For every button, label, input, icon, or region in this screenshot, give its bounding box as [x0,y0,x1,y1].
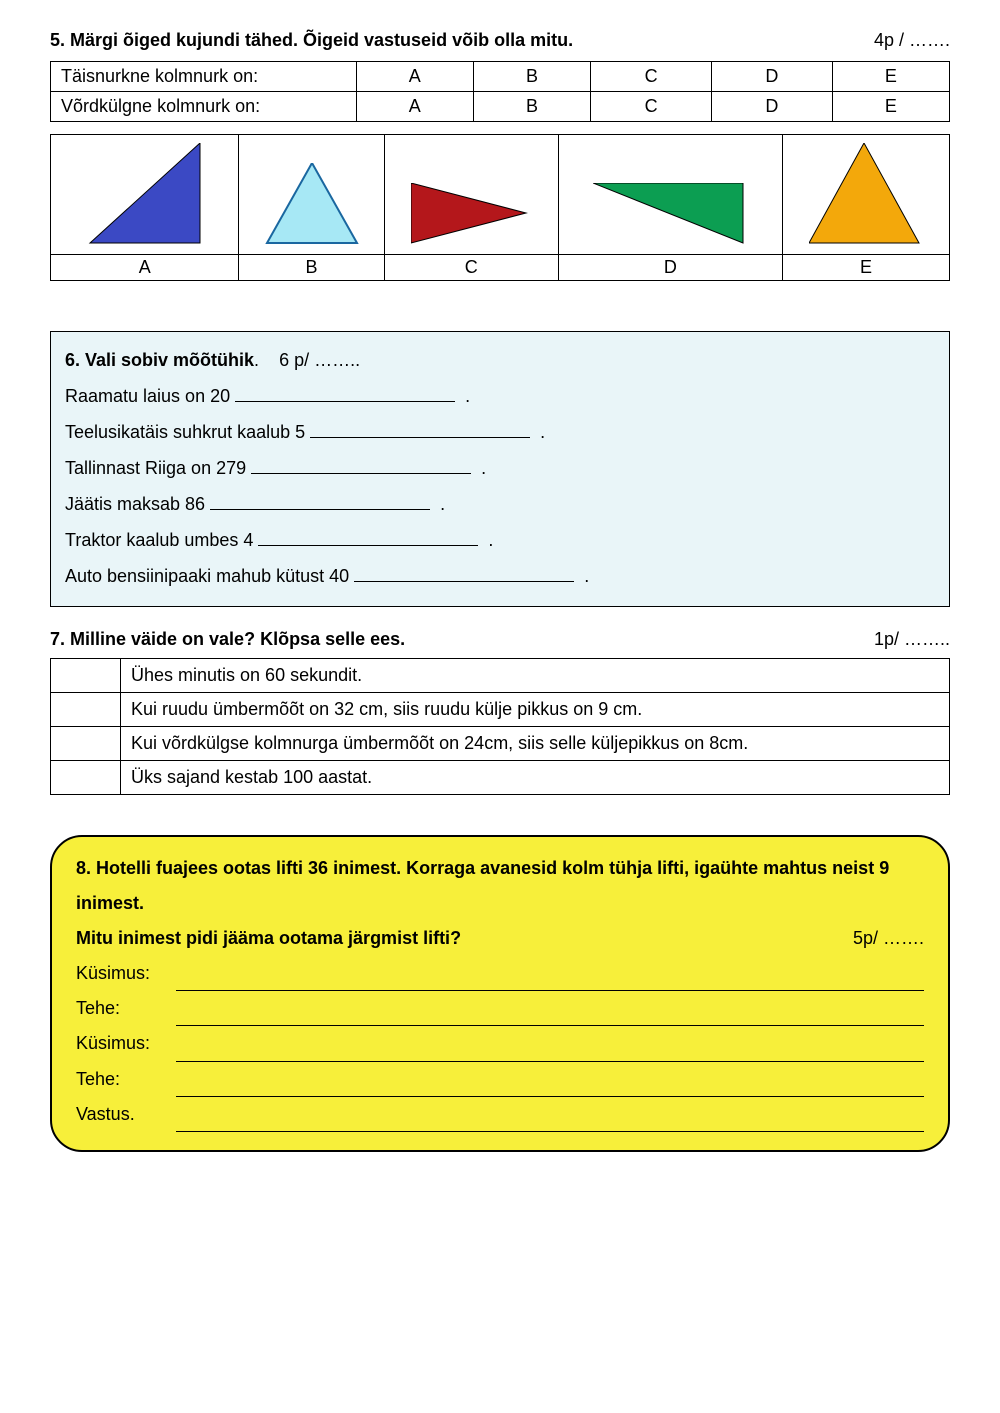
triangle-c-icon [411,183,531,248]
q5-title: 5. Märgi õiged kujundi tähed. Õigeid vas… [50,30,573,51]
q8-row: Tehe: [76,991,924,1026]
row-label: Tehe: [76,991,176,1026]
shape-label: E [783,255,950,281]
option-cell[interactable]: A [356,92,473,122]
table-row: Üks sajand kestab 100 aastat. [51,761,950,795]
claim-click[interactable] [51,659,121,693]
q6-box: 6. Vali sobiv mõõtühik. 6 p/ …….. Raamat… [50,331,950,607]
q6-line: Raamatu laius on 20 . [65,378,935,414]
row-label: Küsimus: [76,956,176,991]
q8-row: Tehe: [76,1062,924,1097]
row-label: Võrdkülgne kolmnurk on: [51,92,357,122]
blank-input[interactable] [251,456,471,474]
option-cell[interactable]: E [832,62,949,92]
q6-line: Teelusikatäis suhkrut kaalub 5 . [65,414,935,450]
option-cell[interactable]: A [356,62,473,92]
answer-line[interactable] [176,1114,924,1132]
q8-box: 8. Hotelli fuajees ootas lifti 36 inimes… [50,835,950,1152]
q8-row: Vastus. [76,1097,924,1132]
row-label: Tehe: [76,1062,176,1097]
answer-line[interactable] [176,1079,924,1097]
answer-line[interactable] [176,1008,924,1026]
blank-input[interactable] [310,420,530,438]
triangle-b-icon [262,163,362,248]
claim-text: Üks sajand kestab 100 aastat. [121,761,950,795]
shape-cell [239,135,384,255]
option-cell[interactable]: B [473,62,590,92]
q5-points: 4p / ……. [874,30,950,51]
shape-cell [384,135,558,255]
q5-shapes-table: A B C D E [50,134,950,281]
table-row: Kui ruudu ümbermõõt on 32 cm, siis ruudu… [51,693,950,727]
q5-options-table: Täisnurkne kolmnurk on: A B C D E Võrdkü… [50,61,950,122]
shape-cell [558,135,782,255]
shape-label: A [51,255,239,281]
q6-title: 6. Vali sobiv mõõtühik [65,350,254,370]
option-cell[interactable]: C [591,62,712,92]
shape-cell [51,135,239,255]
table-row: Võrdkülgne kolmnurk on: A B C D E [51,92,950,122]
q6-line: Auto bensiinipaaki mahub kütust 40 . [65,558,935,594]
q7-claims-table: Ühes minutis on 60 sekundit. Kui ruudu ü… [50,658,950,795]
claim-text: Kui võrdkülgse kolmnurga ümbermõõt on 24… [121,727,950,761]
row-label: Täisnurkne kolmnurk on: [51,62,357,92]
option-cell[interactable]: C [591,92,712,122]
claim-text: Ühes minutis on 60 sekundit. [121,659,950,693]
q6-line: Jäätis maksab 86 . [65,486,935,522]
triangle-a-icon [80,143,210,248]
q8-points: 5p/ ……. [853,921,924,956]
blank-input[interactable] [258,528,478,546]
option-cell[interactable]: B [473,92,590,122]
q5-header: 5. Märgi õiged kujundi tähed. Õigeid vas… [50,30,950,51]
shape-label: B [239,255,384,281]
option-cell[interactable]: D [711,92,832,122]
claim-click[interactable] [51,693,121,727]
shape-label: C [384,255,558,281]
table-row: Täisnurkne kolmnurk on: A B C D E [51,62,950,92]
claim-click[interactable] [51,727,121,761]
q7-header: 7. Milline väide on vale? Klõpsa selle e… [50,629,950,650]
q8-row: Küsimus: [76,956,924,991]
row-label: Küsimus: [76,1026,176,1061]
shape-label: D [558,255,782,281]
table-row: Kui võrdkülgse kolmnurga ümbermõõt on 24… [51,727,950,761]
blank-input[interactable] [210,492,430,510]
blank-input[interactable] [235,384,455,402]
triangle-e-icon [809,143,924,248]
row-label: Vastus. [76,1097,176,1132]
blank-input[interactable] [354,564,574,582]
q7-title: 7. Milline väide on vale? Klõpsa selle e… [50,629,405,650]
triangle-d-icon [593,183,748,248]
answer-line[interactable] [176,973,924,991]
q6-title-row: 6. Vali sobiv mõõtühik. 6 p/ …….. [65,342,935,378]
q7-points: 1p/ …….. [874,629,950,650]
q6-points: 6 p/ …….. [279,350,360,370]
option-cell[interactable]: D [711,62,832,92]
claim-text: Kui ruudu ümbermõõt on 32 cm, siis ruudu… [121,693,950,727]
table-row: Ühes minutis on 60 sekundit. [51,659,950,693]
shape-cell [783,135,950,255]
claim-click[interactable] [51,761,121,795]
q6-line: Tallinnast Riiga on 279 . [65,450,935,486]
q6-line: Traktor kaalub umbes 4 . [65,522,935,558]
option-cell[interactable]: E [832,92,949,122]
q8-title: 8. Hotelli fuajees ootas lifti 36 inimes… [76,851,924,956]
answer-line[interactable] [176,1044,924,1062]
q8-row: Küsimus: [76,1026,924,1061]
